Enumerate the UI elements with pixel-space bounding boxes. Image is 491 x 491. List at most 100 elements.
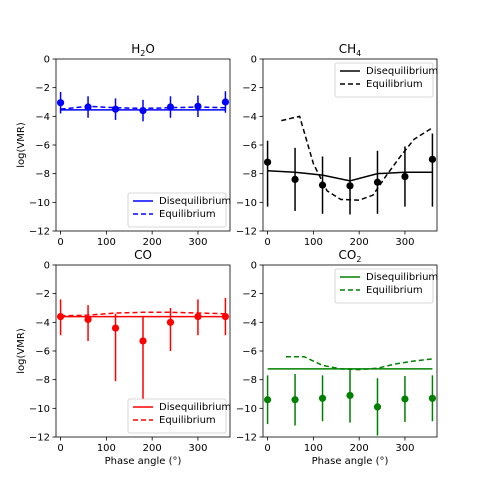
data-point [291, 175, 299, 183]
data-point [194, 102, 202, 110]
x-tick-label: 0 [264, 443, 270, 454]
plot-area [263, 355, 437, 436]
y-tick-label: 0 [44, 261, 50, 272]
data-point [346, 182, 354, 190]
data-point [221, 98, 230, 106]
plot-area [263, 115, 437, 215]
data-point [428, 394, 437, 402]
x-tick-label: 200 [350, 443, 369, 454]
panel-title: CO [134, 248, 152, 262]
y-axis-label: log(VMR) [16, 122, 27, 168]
legend-disequilibrium-label: Disequilibrium [159, 196, 231, 207]
y-tick-label: −12 [236, 227, 257, 238]
data-point [84, 103, 92, 111]
y-tick-label: −4 [35, 112, 50, 123]
y-tick-label: −8 [242, 169, 257, 180]
plot-area [56, 91, 230, 122]
panel-title: CH4 [339, 42, 362, 58]
y-tick-label: −8 [242, 375, 257, 386]
y-tick-label: −6 [242, 347, 257, 358]
data-point [428, 155, 437, 163]
legend-equilibrium-label: Equilibrium [159, 209, 216, 220]
x-tick-label: 0 [264, 237, 270, 248]
y-tick-label: −12 [236, 433, 257, 444]
data-point [56, 313, 65, 321]
legend-disequilibrium-label: Disequilibrium [366, 272, 438, 283]
x-tick-label: 300 [395, 237, 414, 248]
y-tick-label: −4 [242, 112, 257, 123]
data-point [84, 315, 92, 324]
y-tick-label: −10 [29, 198, 50, 209]
y-tick-label: −2 [35, 289, 50, 300]
equilibrium-line [285, 355, 433, 371]
x-tick-label: 0 [57, 237, 63, 248]
data-point [318, 394, 327, 402]
data-point [373, 178, 382, 186]
panel-2: 0 −2 −4 −6 −8 −10 −12 0 100 200 300 CO log(VMR) Phase… [16, 248, 231, 467]
data-point [373, 403, 382, 411]
y-tick-label: −8 [35, 375, 50, 386]
y-tick-label: −8 [35, 169, 50, 180]
y-tick-label: −4 [35, 318, 50, 329]
x-tick-label: 100 [97, 237, 116, 248]
legend-disequilibrium-label: Disequilibrium [159, 402, 231, 413]
y-tick-label: −6 [35, 347, 50, 358]
data-point [166, 103, 175, 111]
y-tick-label: −2 [242, 83, 257, 94]
x-tick-label: 300 [188, 443, 207, 454]
x-tick-label: 200 [350, 237, 369, 248]
y-tick-label: −2 [242, 289, 257, 300]
x-tick-label: 100 [304, 443, 323, 454]
x-tick-label: 300 [188, 237, 207, 248]
y-tick-label: −10 [236, 404, 257, 415]
y-tick-label: 0 [251, 55, 257, 66]
data-point [139, 337, 147, 345]
panel-0: 0 −2 −4 −6 −8 −10 −12 0 100 200 300 H2O log(VMR) Dise… [16, 42, 231, 248]
y-tick-label: −12 [29, 433, 50, 444]
y-tick-label: 0 [251, 261, 257, 272]
y-tick-label: −6 [242, 141, 257, 152]
y-tick-label: −6 [35, 141, 50, 152]
data-point [263, 158, 272, 166]
y-tick-label: −2 [35, 83, 50, 94]
x-tick-label: 300 [395, 443, 414, 454]
legend-equilibrium-label: Equilibrium [366, 285, 423, 296]
x-tick-label: 200 [143, 443, 162, 454]
data-point [401, 172, 409, 181]
legend: Disequilibrium Equilibrium [127, 192, 231, 228]
data-point [111, 105, 120, 113]
data-point [318, 181, 327, 189]
panel-3: 0 −2 −4 −6 −8 −10 −12 0 100 200 300 CO2 Phase angle … [236, 248, 438, 467]
data-point [263, 396, 272, 404]
data-point [401, 395, 409, 403]
equilibrium-line [281, 115, 433, 201]
legend-equilibrium-label: Equilibrium [366, 79, 423, 90]
data-point [221, 313, 230, 321]
data-point [56, 99, 65, 107]
y-tick-label: −10 [236, 198, 257, 209]
y-axis-label: log(VMR) [16, 328, 27, 374]
x-tick-label: 0 [57, 443, 63, 454]
x-tick-label: 100 [97, 443, 116, 454]
data-point [111, 324, 120, 332]
y-tick-label: −4 [242, 318, 257, 329]
panel-title: H2O [131, 42, 155, 58]
legend-equilibrium-label: Equilibrium [159, 415, 216, 426]
legend: Disequilibrium Equilibrium [127, 398, 231, 434]
panel-title: CO2 [339, 248, 362, 264]
data-point [139, 107, 147, 115]
data-point [291, 396, 299, 404]
y-tick-label: 0 [44, 55, 50, 66]
data-point [346, 391, 354, 400]
y-tick-label: −10 [29, 404, 50, 415]
x-axis-label: Phase angle (°) [105, 456, 182, 467]
x-axis-label: Phase angle (°) [312, 456, 389, 467]
data-point [166, 318, 175, 326]
legend: Disequilibrium Equilibrium [334, 62, 438, 98]
legend-disequilibrium-label: Disequilibrium [366, 66, 438, 77]
y-tick-label: −12 [29, 227, 50, 238]
plot-area [56, 297, 230, 400]
data-point [194, 313, 202, 321]
x-tick-label: 200 [143, 237, 162, 248]
panel-1: 0 −2 −4 −6 −8 −10 −12 0 100 200 300 CH4 Disequilibri… [236, 42, 438, 248]
